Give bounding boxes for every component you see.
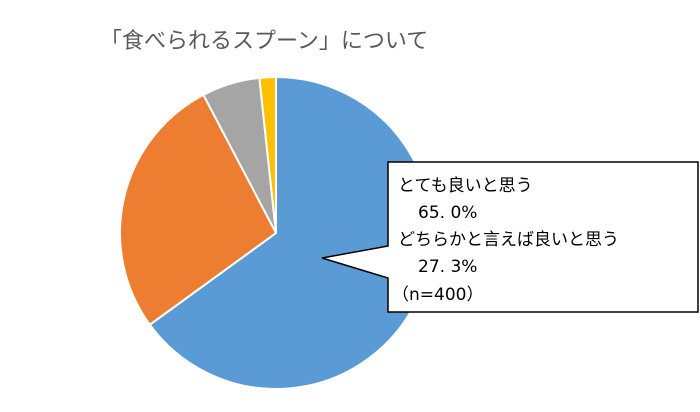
value-label: 27. 3% [418, 257, 477, 277]
chart-title: 「食べられるスプーン」について [100, 29, 428, 54]
annotation: （n=400） [392, 285, 483, 305]
value-label: 65. 0% [418, 203, 477, 223]
pie-slice [258, 75, 277, 234]
callout-labels: とても良いと思う 65. 0% どちらかと言えば良いと思う 27. 3% （n=400） [392, 176, 619, 305]
pie-slice [119, 93, 278, 327]
pie [119, 75, 433, 390]
callout-box [321, 161, 699, 313]
category-label: とても良いと思う [398, 176, 533, 196]
category-label: どちらかと言えば良いと思う [398, 230, 619, 250]
